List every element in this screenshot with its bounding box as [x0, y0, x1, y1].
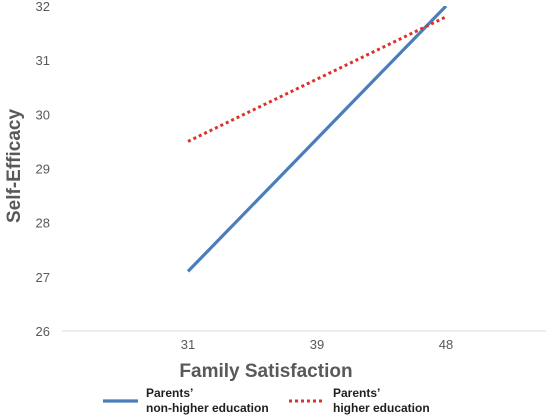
y-tick-label: 27	[36, 270, 50, 285]
legend-item-higher: Parents’ higher education	[289, 386, 430, 415]
y-tick-label: 26	[36, 324, 50, 339]
x-tick-label: 48	[439, 337, 453, 352]
y-axis-title: Self-Efficacy	[4, 109, 25, 223]
series-line-non-higher	[186, 6, 448, 273]
x-tick-label: 31	[181, 337, 195, 352]
legend-label-non-higher-line1: Parents’	[146, 386, 193, 400]
y-tick-label: 31	[36, 53, 50, 68]
y-tick-label: 28	[36, 216, 50, 231]
series-line-higher	[187, 15, 447, 143]
y-tick-label: 32	[36, 0, 50, 14]
legend: Parents’ non-higher education Parents’ h…	[103, 386, 430, 415]
x-tick-label: 39	[310, 337, 324, 352]
legend-label-non-higher-line2: non-higher education	[146, 401, 269, 415]
y-tick-label: 30	[36, 107, 50, 122]
y-axis-ticks: 26 27 28 29 30 31 32	[36, 0, 50, 339]
y-tick-label: 29	[36, 162, 50, 177]
x-axis-ticks: 31 39 48	[181, 337, 453, 352]
legend-label-higher-line1: Parents’	[333, 386, 380, 400]
legend-label-higher-line2: higher education	[333, 401, 430, 415]
legend-item-non-higher: Parents’ non-higher education	[103, 386, 269, 415]
x-axis-title: Family Satisfaction	[179, 361, 352, 382]
series-layer	[186, 6, 448, 273]
